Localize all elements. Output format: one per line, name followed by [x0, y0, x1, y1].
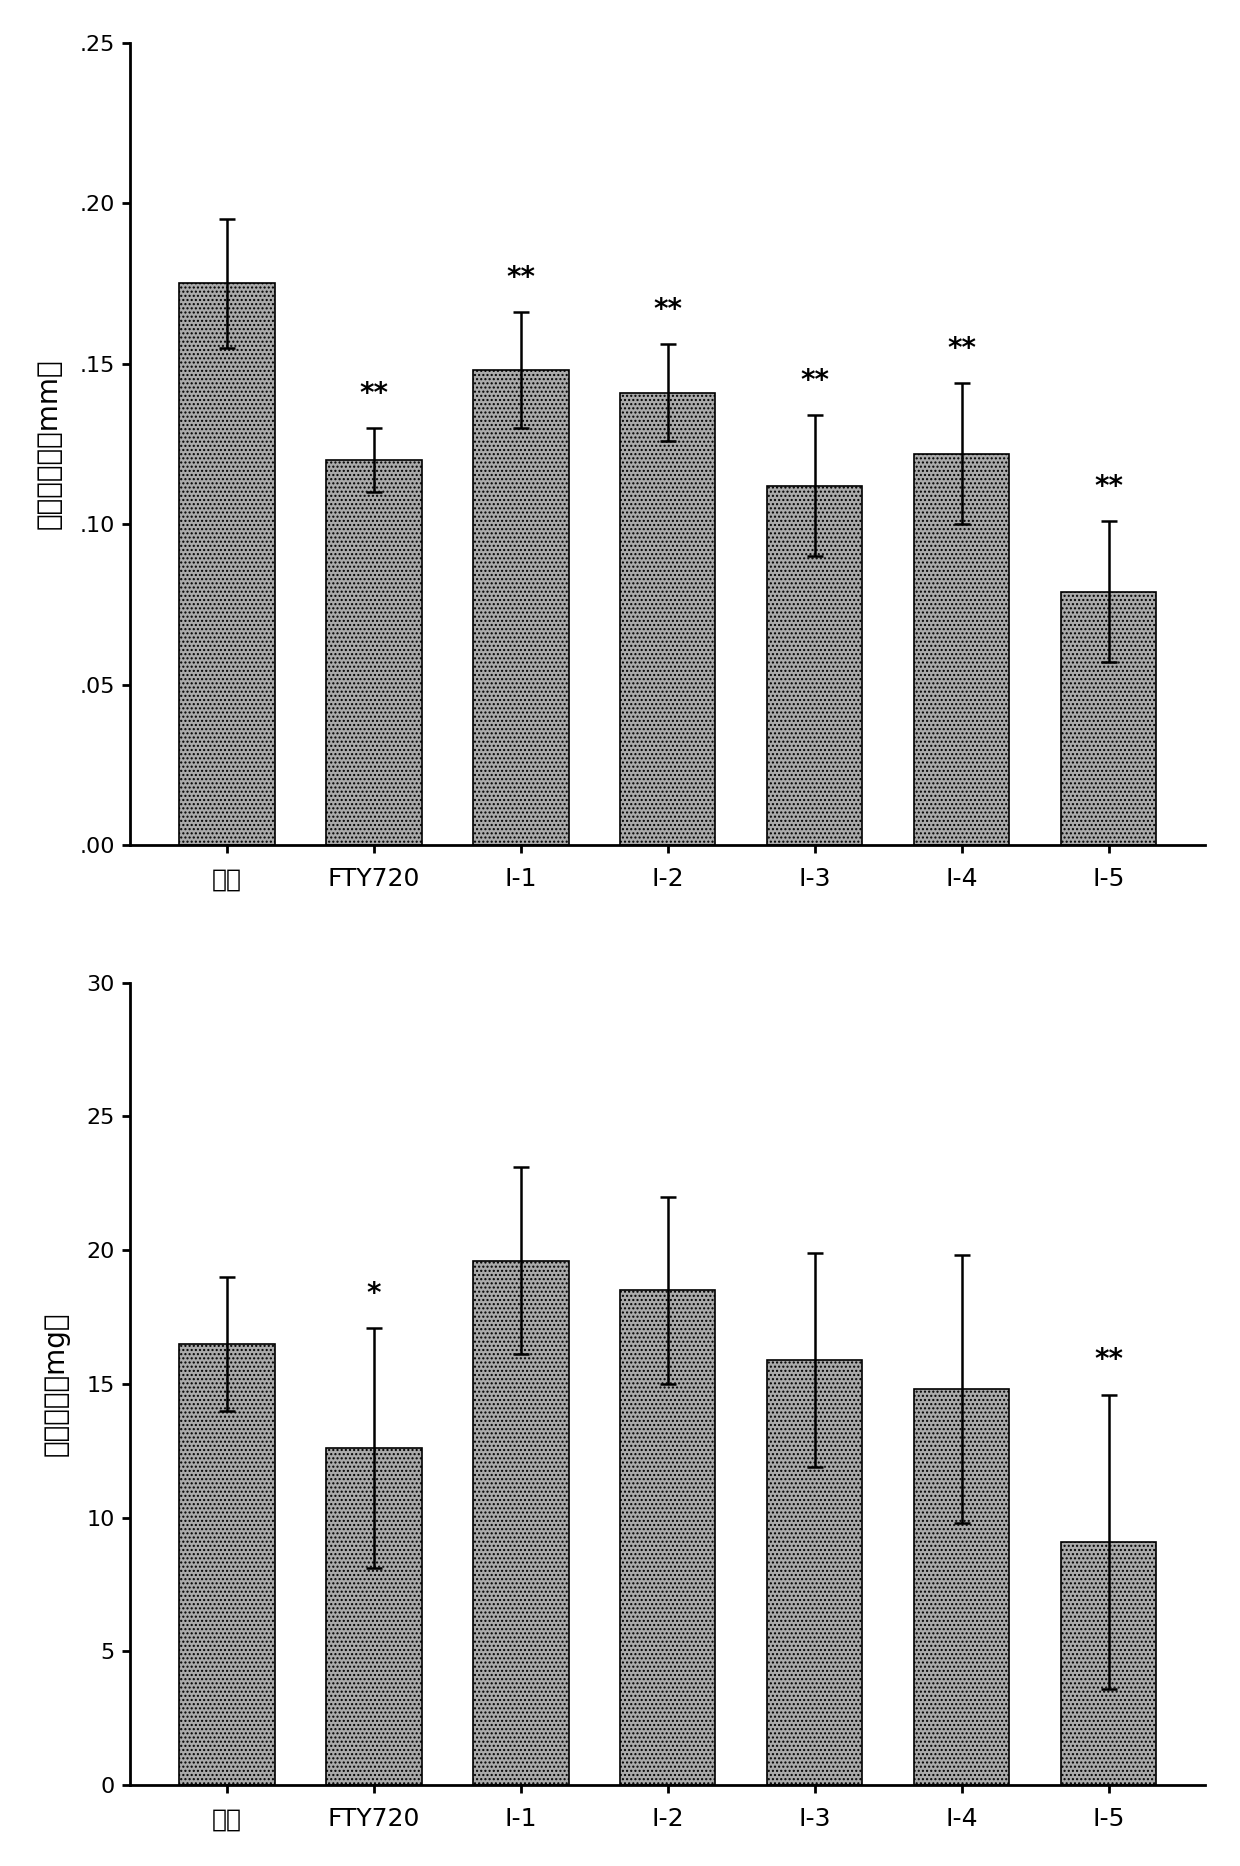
- Bar: [766, 1360, 863, 1786]
- Bar: [620, 1289, 715, 1786]
- Bar: [326, 459, 422, 845]
- Bar: [766, 485, 863, 845]
- Text: **: **: [360, 381, 388, 409]
- Y-axis label: 耳片重量（mg）: 耳片重量（mg）: [42, 1312, 69, 1455]
- Bar: [1061, 592, 1157, 845]
- Bar: [472, 369, 568, 845]
- Bar: [179, 1344, 274, 1786]
- Y-axis label: 耳朵肿胀度（mm）: 耳朵肿胀度（mm）: [35, 358, 63, 530]
- Bar: [620, 392, 715, 845]
- Text: **: **: [800, 368, 830, 396]
- Text: **: **: [1094, 1347, 1123, 1375]
- Bar: [472, 1261, 568, 1786]
- Bar: [914, 453, 1009, 845]
- Text: *: *: [367, 1280, 381, 1308]
- Text: **: **: [947, 334, 976, 362]
- Text: **: **: [506, 265, 536, 293]
- Text: **: **: [653, 297, 682, 325]
- Bar: [326, 1448, 422, 1786]
- Bar: [914, 1388, 1009, 1786]
- Bar: [1061, 1541, 1157, 1786]
- Text: **: **: [1094, 472, 1123, 500]
- Bar: [179, 284, 274, 845]
